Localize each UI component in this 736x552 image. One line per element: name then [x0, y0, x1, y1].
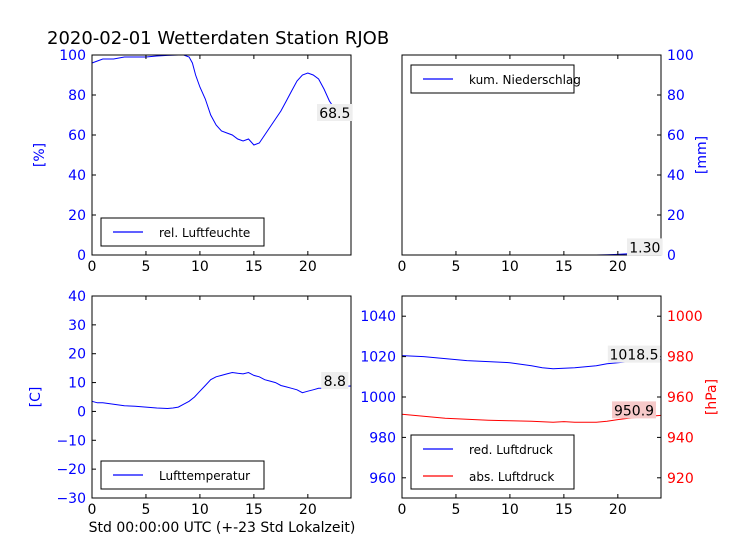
humidity-x-tick-label: 0	[88, 259, 97, 275]
precipitation-y-axis-label: [mm]	[694, 136, 710, 174]
temperature-y-tick-label: 0	[77, 404, 86, 420]
pressure-y-tick-label: 980	[369, 430, 396, 446]
figure-title: 2020-02-01 Wetterdaten Station RJOB	[47, 28, 389, 49]
humidity-x-tick-label: 10	[191, 259, 209, 275]
pressure-y-tick-label: 1000	[360, 390, 396, 406]
pressure-x-tick-label: 5	[451, 502, 460, 518]
temperature-legend-label-0: Lufttemperatur	[159, 469, 250, 483]
temperature-x-tick-label: 15	[245, 502, 263, 518]
humidity-y-tick-label: 80	[68, 88, 86, 104]
pressure-annotation-0: 1018.5	[610, 348, 659, 364]
pressure-annotation-1: 950.9	[614, 403, 654, 419]
humidity-x-tick-label: 20	[299, 259, 317, 275]
temperature-y-tick-label: 20	[68, 347, 86, 363]
pressure-y2-axis-label: [hPa]	[704, 379, 720, 415]
precipitation-x-tick-label: 5	[451, 259, 460, 275]
pressure-annotation-box-1	[612, 401, 657, 419]
pressure-x-tick-label: 10	[501, 502, 519, 518]
temperature-x-tick-label: 20	[299, 502, 317, 518]
pressure-legend-box	[410, 434, 575, 490]
precipitation-annotation-0: 1.30	[629, 240, 660, 256]
precipitation-annotation-box-0	[627, 238, 663, 256]
temperature-y-axis-label: [C]	[28, 387, 44, 408]
humidity-y-tick-label: 40	[68, 168, 86, 184]
pressure-annotation-box-0	[607, 345, 661, 363]
pressure-x-tick-label: 20	[609, 502, 627, 518]
humidity-y-tick-label: 20	[68, 208, 86, 224]
humidity-legend-label-0: rel. Luftfeuchte	[159, 226, 250, 240]
pressure-x-tick-label: 0	[398, 502, 407, 518]
temperature-x-tick-label: 5	[141, 502, 150, 518]
humidity-y-axis-label: [%]	[32, 143, 48, 167]
precipitation-y-tick-label: 60	[667, 128, 685, 144]
pressure-x-tick-label: 15	[555, 502, 573, 518]
humidity-x-tick-label: 5	[141, 259, 150, 275]
humidity-axes-frame	[91, 54, 352, 256]
temperature-x-tick-label: 10	[191, 502, 209, 518]
precipitation-y-tick-label: 40	[667, 168, 685, 184]
precipitation-legend-label-0: kum. Niederschlag	[469, 73, 581, 87]
precipitation-x-tick-label: 15	[555, 259, 573, 275]
humidity-y-tick-label: 60	[68, 128, 86, 144]
precipitation-x-tick-label: 10	[501, 259, 519, 275]
temperature-y-tick-label: −30	[56, 491, 86, 507]
precipitation-x-tick-label: 0	[398, 259, 407, 275]
temperature-y-tick-label: 40	[68, 289, 86, 305]
humidity-annotation-0: 68.5	[319, 106, 350, 122]
temperature-axes-frame	[91, 295, 352, 499]
pressure-y2-tick-label: 1000	[667, 309, 703, 325]
x-axis-title: Std 00:00:00 UTC (+-23 Std Lokalzeit)	[89, 520, 356, 536]
temperature-y-tick-label: 10	[68, 376, 86, 392]
precipitation-y-tick-label: 0	[667, 248, 676, 264]
pressure-y2-tick-label: 940	[667, 430, 694, 446]
pressure-y2-tick-label: 980	[667, 350, 694, 366]
humidity-y-tick-label: 0	[77, 248, 86, 264]
temperature-y-tick-label: −20	[56, 462, 86, 478]
temperature-y-tick-label: −10	[56, 433, 86, 449]
pressure-y-tick-label: 1040	[360, 309, 396, 325]
pressure-legend-label-1: abs. Luftdruck	[469, 470, 554, 484]
humidity-x-tick-label: 15	[245, 259, 263, 275]
pressure-y2-tick-label: 920	[667, 471, 694, 487]
pressure-y-tick-label: 1020	[360, 350, 396, 366]
pressure-y2-tick-label: 960	[667, 390, 694, 406]
temperature-y-tick-label: 30	[68, 318, 86, 334]
precipitation-y-tick-label: 100	[667, 48, 694, 64]
humidity-annotation-box-0	[317, 104, 353, 121]
humidity-y-tick-label: 100	[59, 48, 86, 64]
pressure-y-tick-label: 960	[369, 471, 396, 487]
temperature-annotation-0: 8.8	[324, 374, 346, 390]
temperature-x-tick-label: 0	[88, 502, 97, 518]
precipitation-x-tick-label: 20	[609, 259, 627, 275]
temperature-series-line-0	[91, 371, 352, 410]
humidity-series-line-0	[91, 54, 352, 146]
pressure-legend-label-0: red. Luftdruck	[469, 443, 553, 457]
precipitation-legend-box	[410, 64, 575, 94]
precipitation-axes-frame	[401, 54, 662, 256]
temperature-annotation-box-0	[321, 372, 349, 390]
precipitation-y-tick-label: 20	[667, 208, 685, 224]
precipitation-y-tick-label: 80	[667, 88, 685, 104]
